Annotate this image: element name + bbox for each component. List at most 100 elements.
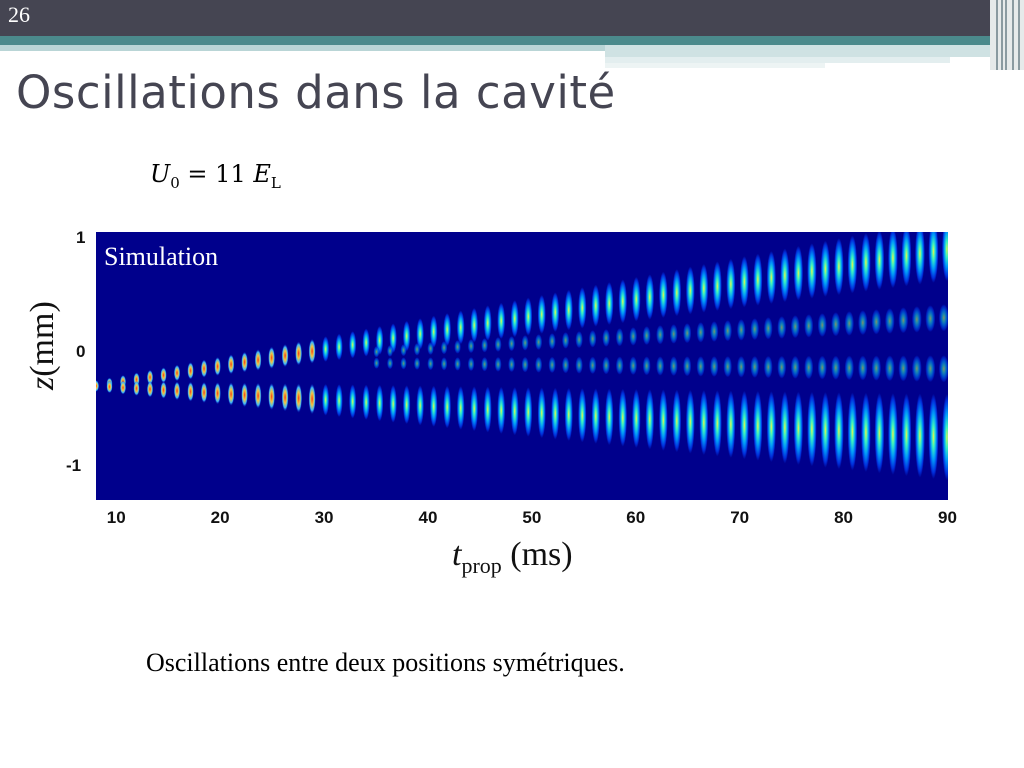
- heatmap-blob: [254, 382, 262, 409]
- heatmap-blob: [578, 388, 587, 443]
- heatmap-blob: [658, 271, 668, 319]
- heatmap-blob: [656, 325, 665, 345]
- heatmap-blob: [160, 381, 167, 399]
- heatmap-blob: [750, 355, 760, 378]
- heatmap-blob: [187, 362, 194, 380]
- heatmap-blob: [173, 364, 181, 382]
- heatmap-blob: [820, 391, 831, 468]
- heatmap-svg: [96, 232, 948, 481]
- heatmap-blob: [588, 330, 597, 348]
- heatmap-blob: [726, 258, 736, 310]
- heatmap-blob: [494, 337, 502, 352]
- decorative-stripe: [605, 63, 825, 68]
- heatmap-blob: [941, 232, 948, 282]
- heatmap-blob: [739, 390, 749, 460]
- heatmap-blob: [551, 292, 560, 333]
- heatmap-blob: [928, 393, 939, 480]
- heatmap-blob: [400, 357, 407, 370]
- heatmap-blob: [861, 232, 871, 292]
- heatmap-blob: [669, 324, 678, 344]
- heatmap-blob: [427, 342, 434, 355]
- heatmap-plot-area: [96, 232, 948, 500]
- slide-title: Oscillations dans la cavité: [16, 66, 616, 119]
- heatmap-blob: [834, 238, 844, 296]
- heatmap-blob: [443, 313, 452, 347]
- heatmap-blob: [227, 354, 235, 375]
- x-tick-label: 50: [522, 508, 542, 527]
- heatmap-blob: [548, 333, 556, 350]
- heatmap-blob: [710, 356, 719, 377]
- heatmap-blob: [685, 266, 695, 315]
- heatmap-blob: [456, 310, 465, 345]
- equation-operator: =: [187, 160, 208, 188]
- heatmap-blob: [335, 384, 343, 418]
- heatmap-blob: [481, 357, 488, 372]
- equation: U0 = 11 EL: [150, 160, 281, 192]
- heatmap-blob: [915, 232, 925, 285]
- x-axis-symbol: t: [452, 536, 462, 573]
- heatmap-blob: [925, 305, 936, 333]
- heatmap-blob: [820, 240, 831, 297]
- heatmap-blob: [308, 338, 316, 364]
- heatmap-blob: [645, 389, 655, 450]
- heatmap-blob: [898, 307, 909, 334]
- heatmap-blob: [537, 387, 546, 439]
- heatmap-blob: [349, 384, 357, 419]
- heatmap-blob: [736, 319, 746, 341]
- heatmap-blob: [793, 391, 804, 465]
- y-axis-label: z(mm): [24, 301, 62, 390]
- heatmap-blob: [254, 349, 262, 371]
- heatmap-blob: [658, 389, 668, 451]
- heatmap-blob: [416, 318, 424, 350]
- heatmap-blob: [578, 287, 587, 329]
- heatmap-blob: [133, 380, 140, 396]
- heatmap-blob: [941, 393, 948, 481]
- heatmap-blob: [710, 321, 719, 342]
- decorative-stripe: [605, 45, 990, 57]
- heatmap-blob: [483, 305, 492, 341]
- x-tick-label: 40: [418, 508, 438, 527]
- x-axis-subscript: prop: [461, 552, 502, 578]
- heatmap-blob: [575, 331, 583, 349]
- decorative-corner: [990, 0, 1024, 70]
- simulation-label: Simulation: [104, 242, 219, 271]
- heatmap-blob: [696, 356, 705, 377]
- heatmap-blob: [938, 355, 948, 383]
- heatmap-blob: [429, 385, 438, 427]
- heatmap-blob: [214, 356, 221, 376]
- slide-caption: Oscillations entre deux positions symétr…: [146, 648, 625, 677]
- heatmap-blob: [874, 232, 885, 290]
- heatmap-blob: [106, 380, 113, 394]
- heatmap-blob: [295, 341, 303, 366]
- heatmap-blob: [736, 355, 746, 378]
- heatmap-blob: [375, 384, 384, 422]
- y-axis-symbol: z: [24, 376, 61, 390]
- heatmap-blob: [427, 357, 434, 371]
- heatmap-blob: [911, 355, 922, 382]
- heatmap-blob: [712, 390, 722, 457]
- heatmap-blob: [173, 381, 181, 401]
- heatmap-blob: [521, 356, 529, 373]
- heatmap-blob: [915, 393, 925, 478]
- heatmap-blob: [844, 311, 854, 336]
- heatmap-blob: [790, 315, 800, 339]
- heatmap-blob: [645, 274, 655, 320]
- heatmap-blob: [871, 309, 882, 335]
- equation-value: 11: [215, 160, 246, 188]
- heatmap-blob: [683, 323, 692, 344]
- heatmap-blob: [281, 344, 289, 368]
- heatmap-blob: [564, 289, 573, 331]
- heatmap-blob: [901, 393, 912, 477]
- heatmap-blob: [548, 356, 556, 374]
- heatmap-blob: [386, 357, 394, 370]
- heatmap-blob: [602, 329, 610, 347]
- heatmap-blob: [497, 302, 506, 340]
- y-tick-label: 1: [76, 227, 86, 247]
- heatmap-blob: [766, 391, 776, 463]
- heatmap-blob: [160, 367, 167, 383]
- heatmap-blob: [804, 355, 814, 380]
- heatmap-blob: [575, 356, 583, 374]
- heatmap-blob: [911, 306, 922, 333]
- heatmap-blob: [470, 386, 479, 432]
- heatmap-blob: [561, 356, 570, 374]
